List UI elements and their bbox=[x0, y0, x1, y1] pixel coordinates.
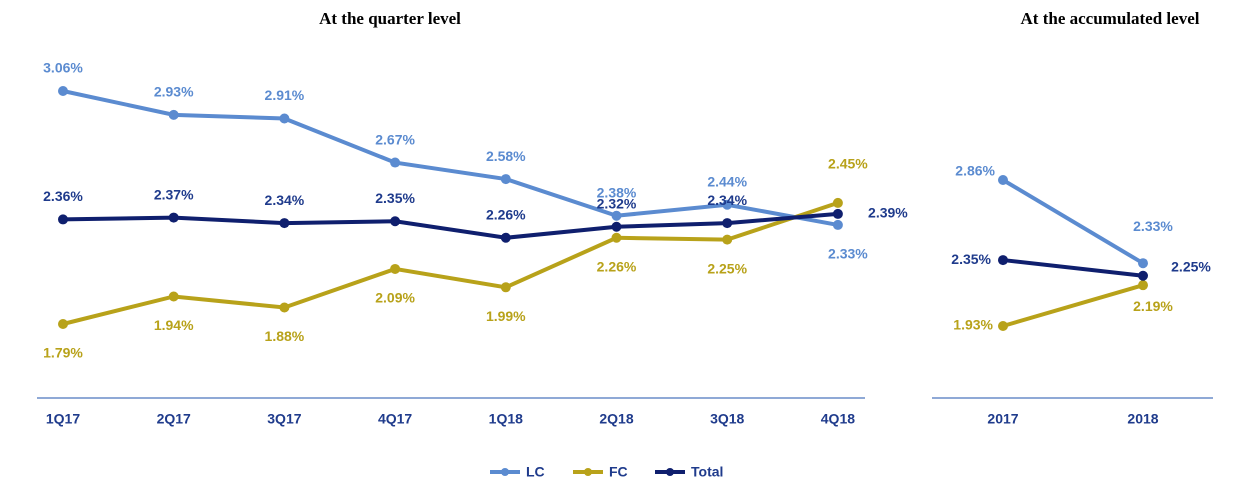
x-tick-label: 4Q18 bbox=[821, 411, 855, 427]
data-point bbox=[611, 221, 622, 232]
data-label: 2.32% bbox=[597, 195, 637, 211]
data-label: 2.34% bbox=[707, 192, 747, 208]
data-point bbox=[832, 208, 843, 219]
series-line bbox=[62, 211, 839, 240]
data-point bbox=[390, 263, 401, 274]
data-label: 2.44% bbox=[707, 173, 747, 189]
data-point bbox=[168, 109, 179, 120]
data-label: 1.79% bbox=[43, 345, 83, 361]
data-label: 3.06% bbox=[43, 60, 83, 76]
data-label: 1.93% bbox=[953, 317, 993, 333]
chart-title: At the accumulated level bbox=[1021, 9, 1200, 28]
data-label: 1.94% bbox=[154, 317, 194, 333]
data-label: 1.88% bbox=[265, 328, 305, 344]
data-point bbox=[58, 214, 68, 225]
data-point bbox=[832, 219, 843, 230]
data-label: 2.91% bbox=[265, 87, 305, 103]
data-point bbox=[611, 232, 622, 243]
data-label: 2.25% bbox=[707, 260, 747, 276]
legend-label: FC bbox=[609, 464, 628, 480]
data-label: 2.35% bbox=[951, 251, 991, 267]
data-point bbox=[722, 234, 733, 245]
data-point bbox=[832, 197, 843, 208]
data-label: 2.37% bbox=[154, 186, 194, 202]
series-line bbox=[1002, 258, 1144, 278]
series-line bbox=[1001, 178, 1145, 265]
legend-marker bbox=[501, 468, 509, 476]
data-label: 2.09% bbox=[375, 290, 415, 306]
data-point bbox=[58, 319, 68, 329]
series-line bbox=[62, 89, 839, 227]
data-label: 2.33% bbox=[828, 246, 868, 262]
data-point bbox=[1138, 258, 1148, 269]
x-tick-label: 2017 bbox=[987, 411, 1018, 427]
x-tick-label: 4Q17 bbox=[378, 411, 412, 427]
x-tick-label: 1Q17 bbox=[46, 411, 80, 427]
data-label: 2.36% bbox=[43, 188, 83, 204]
legend-marker bbox=[584, 468, 592, 476]
series-line bbox=[62, 201, 839, 326]
data-label: 2.33% bbox=[1133, 218, 1173, 234]
data-point bbox=[611, 210, 622, 221]
data-point bbox=[279, 302, 290, 313]
legend-marker bbox=[666, 468, 674, 476]
data-label: 1.99% bbox=[486, 308, 526, 324]
x-tick-label: 2Q17 bbox=[157, 411, 191, 427]
legend-label: Total bbox=[691, 464, 723, 480]
data-point bbox=[1138, 270, 1148, 281]
data-point bbox=[722, 199, 733, 210]
data-label: 2.86% bbox=[955, 163, 995, 179]
data-label: 2.25% bbox=[1171, 258, 1211, 274]
data-point bbox=[1138, 280, 1148, 291]
data-point bbox=[500, 232, 511, 243]
data-label: 2.35% bbox=[375, 190, 415, 206]
data-point bbox=[998, 175, 1008, 185]
data-point bbox=[168, 291, 179, 302]
data-point bbox=[998, 321, 1008, 331]
data-point bbox=[500, 282, 511, 293]
chart-title: At the quarter level bbox=[319, 9, 461, 28]
data-point bbox=[390, 216, 401, 227]
x-tick-label: 2018 bbox=[1127, 411, 1158, 427]
series-line bbox=[1002, 283, 1144, 328]
data-label: 2.38% bbox=[597, 184, 637, 200]
data-label: 2.19% bbox=[1133, 298, 1173, 314]
data-point bbox=[279, 218, 290, 229]
data-label: 2.26% bbox=[597, 258, 637, 274]
data-point bbox=[998, 255, 1008, 266]
data-point bbox=[500, 174, 511, 185]
x-tick-label: 3Q18 bbox=[710, 411, 744, 427]
data-label: 2.34% bbox=[265, 192, 305, 208]
data-point bbox=[722, 218, 733, 229]
legend-label: LC bbox=[526, 464, 545, 480]
data-label: 2.67% bbox=[375, 131, 415, 147]
data-point bbox=[279, 113, 290, 124]
x-tick-label: 2Q18 bbox=[599, 411, 633, 427]
data-label: 2.39% bbox=[868, 205, 908, 221]
x-tick-label: 1Q18 bbox=[489, 411, 523, 427]
x-tick-label: 3Q17 bbox=[267, 411, 301, 427]
data-label: 2.26% bbox=[486, 206, 526, 222]
data-point bbox=[390, 157, 401, 168]
data-label: 2.45% bbox=[828, 156, 868, 172]
data-label: 2.58% bbox=[486, 148, 526, 164]
data-point bbox=[168, 212, 179, 223]
data-label: 2.93% bbox=[154, 84, 194, 100]
data-point bbox=[58, 86, 68, 96]
